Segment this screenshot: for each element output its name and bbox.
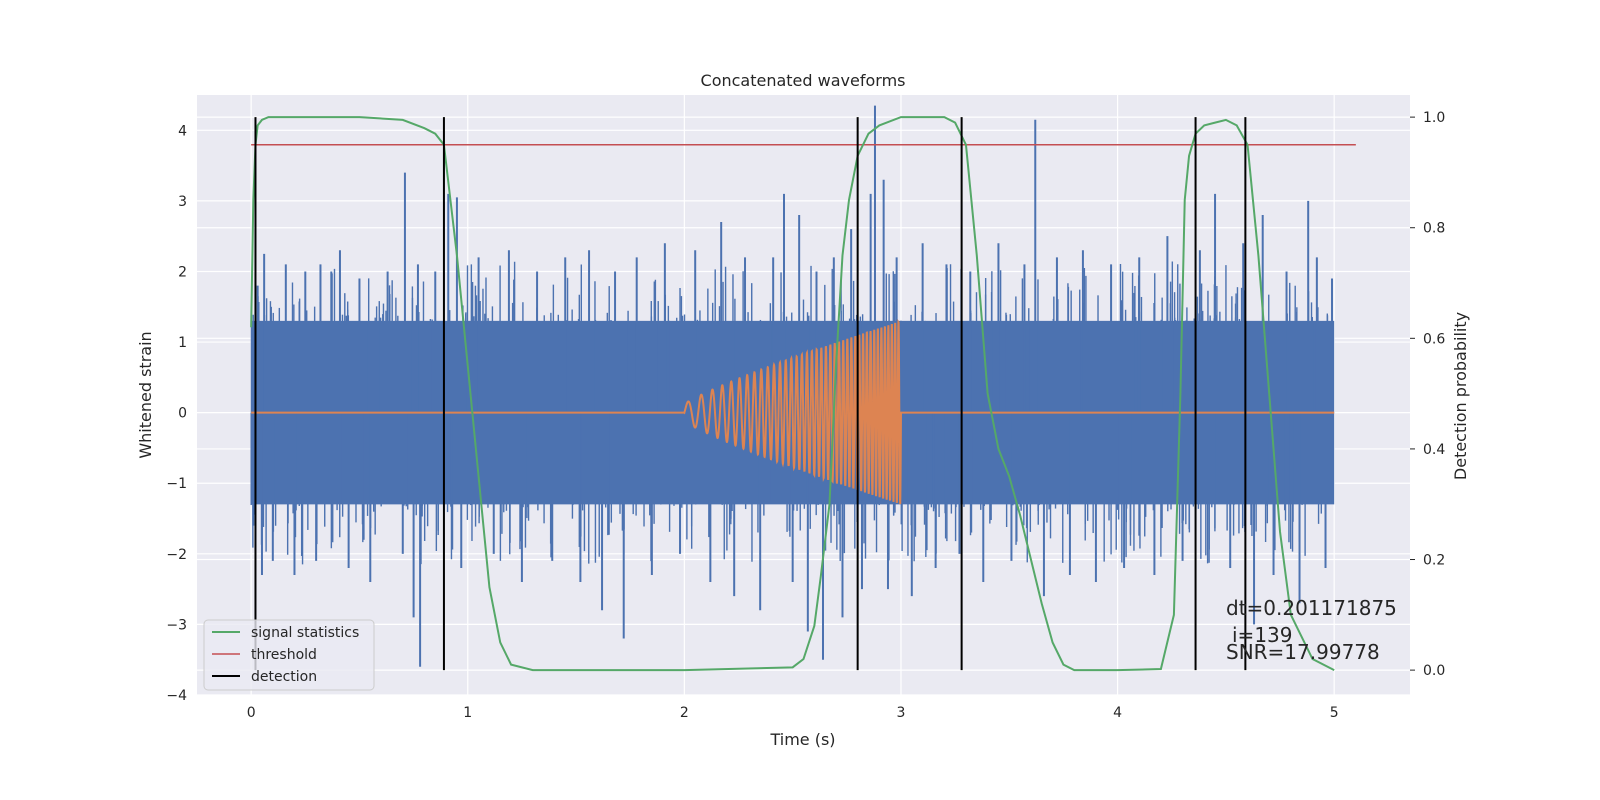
y2-tick-label: 0.6 — [1423, 331, 1445, 347]
detection-lines — [254, 117, 1247, 671]
y-tick-label: −4 — [166, 688, 187, 704]
x-axis-label: Time (s) — [769, 730, 835, 749]
y-tick-label: −1 — [166, 476, 187, 492]
template-line — [251, 319, 1335, 505]
legend-label-signal-statistics: signal statistics — [251, 625, 359, 641]
y2-tick-label: 0.8 — [1423, 221, 1445, 237]
y-tick-label: 1 — [178, 335, 187, 351]
y2-tick-label: 1.0 — [1423, 110, 1445, 126]
y-tick-label: 4 — [178, 123, 187, 139]
annotation-block: dt=0.201171875 i=139 SNR=17.99778 — [1226, 596, 1397, 664]
x-tick-label: 0 — [247, 705, 256, 721]
annotation-i: i=139 — [1232, 623, 1293, 647]
y-tick-label: 3 — [178, 194, 187, 210]
legend-label-threshold: threshold — [251, 647, 317, 663]
y2-tick-label: 0.2 — [1423, 553, 1445, 569]
annotation-dt: dt=0.201171875 — [1226, 596, 1397, 620]
y-tick-label: 2 — [178, 264, 187, 280]
y-tick-label: −2 — [166, 547, 187, 563]
x-tick-label: 1 — [463, 705, 472, 721]
legend: signal statistics threshold detection — [203, 619, 375, 691]
axis-ticks: 0 1 2 3 4 5 4 3 2 1 0 −1 −2 −3 −4 1.0 0.8 0.6 0.4 0.2 0.0 — [166, 110, 1445, 721]
y2-axis-label: Detection probability — [1451, 312, 1470, 480]
x-tick-label: 2 — [680, 705, 689, 721]
y-tick-label: 0 — [178, 406, 187, 422]
y-axis-label: Whitened strain — [136, 331, 155, 458]
x-tick-label: 4 — [1113, 705, 1122, 721]
x-tick-label: 3 — [897, 705, 906, 721]
chart-title: Concatenated waveforms — [701, 71, 906, 90]
annotation-snr: SNR=17.99778 — [1226, 640, 1380, 664]
y2-tick-label: 0.0 — [1423, 663, 1445, 679]
legend-label-detection: detection — [251, 669, 317, 685]
y2-tick-label: 0.4 — [1423, 442, 1445, 458]
x-tick-label: 5 — [1330, 705, 1339, 721]
legend-box — [203, 619, 375, 691]
y-tick-label: −3 — [166, 617, 187, 633]
